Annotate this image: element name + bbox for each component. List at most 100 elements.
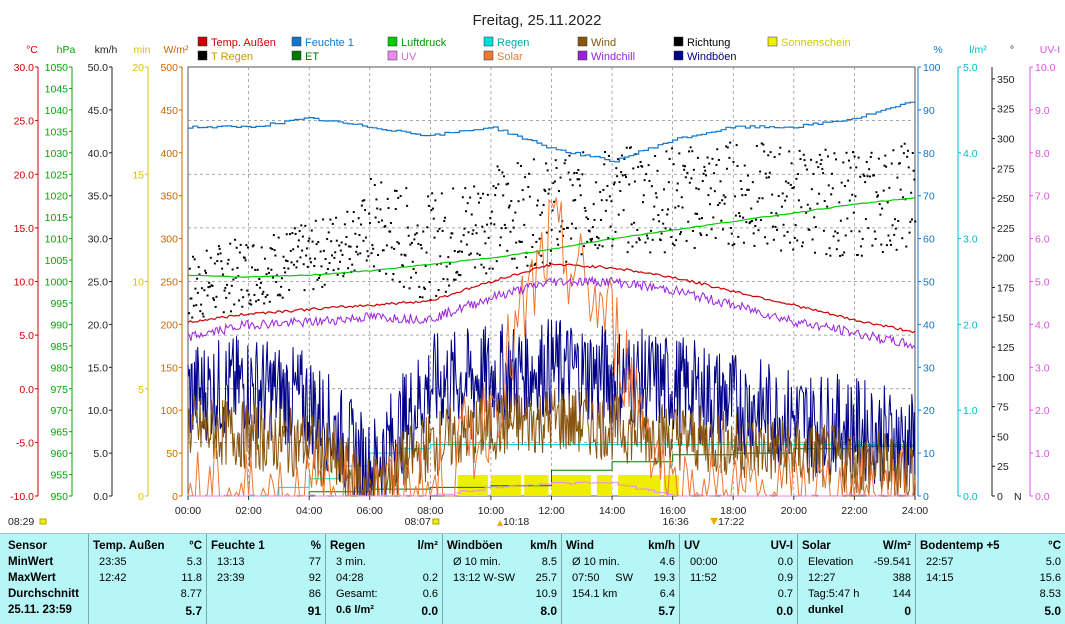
direction-dot bbox=[422, 230, 425, 233]
axis-tick-label: 10.0 bbox=[88, 405, 109, 417]
direction-dot bbox=[875, 191, 878, 194]
direction-dot bbox=[221, 267, 224, 270]
table-cell-row: 3 min. bbox=[330, 556, 438, 572]
direction-dot bbox=[882, 189, 885, 192]
direction-dot bbox=[759, 170, 762, 173]
x-tick-label: 04:00 bbox=[296, 505, 322, 517]
direction-dot bbox=[761, 197, 764, 200]
direction-dot bbox=[902, 152, 905, 155]
direction-dot bbox=[680, 196, 683, 199]
direction-dot bbox=[751, 219, 754, 222]
direction-dot bbox=[843, 185, 846, 188]
axis-tick-label: 4.0 bbox=[1035, 319, 1050, 331]
direction-dot bbox=[199, 310, 202, 313]
direction-dot bbox=[319, 250, 322, 253]
direction-dot bbox=[198, 273, 201, 276]
legend-label: Regen bbox=[497, 37, 529, 49]
direction-dot bbox=[307, 240, 310, 243]
axis-tick-label: 50 bbox=[923, 277, 935, 289]
direction-dot bbox=[402, 264, 405, 267]
direction-dot bbox=[203, 289, 206, 292]
direction-dot bbox=[200, 303, 203, 306]
left-axis-temp: °C -10.0 -5.0 0.0 5.0 10.0 15.0 20.0 25.0 30.0 bbox=[10, 44, 39, 503]
direction-dot bbox=[488, 267, 491, 270]
direction-dot bbox=[326, 238, 329, 241]
direction-dot bbox=[269, 247, 272, 250]
axis-tick-label: 960 bbox=[50, 448, 68, 460]
axis-tick-label: 30.0 bbox=[14, 62, 35, 74]
direction-dot bbox=[871, 244, 874, 247]
axis-tick-label: 0.0 bbox=[1035, 491, 1050, 503]
direction-dot bbox=[715, 163, 718, 166]
row-label-max: MaxWert bbox=[8, 572, 56, 584]
direction-dot bbox=[354, 232, 357, 235]
direction-dot bbox=[595, 181, 598, 184]
direction-dot bbox=[686, 171, 689, 174]
direction-dot bbox=[854, 195, 857, 198]
direction-dot bbox=[280, 285, 283, 288]
direction-dot bbox=[301, 235, 304, 238]
axis-tick-label: 250 bbox=[160, 277, 178, 289]
direction-dot bbox=[911, 151, 914, 154]
direction-dot bbox=[213, 298, 216, 301]
direction-dot bbox=[683, 165, 686, 168]
direction-dot bbox=[351, 220, 354, 223]
direction-dot bbox=[326, 268, 329, 271]
direction-dot bbox=[789, 183, 792, 186]
direction-dot bbox=[773, 156, 776, 159]
solar-max-icon bbox=[497, 520, 504, 526]
right-axis-deg: ° 0 25 50 75 100 125 150 175 200 225 250 275 300 325 35… bbox=[991, 44, 1022, 503]
direction-dot bbox=[242, 296, 245, 299]
direction-dot bbox=[746, 188, 749, 191]
direction-dot bbox=[188, 312, 190, 315]
direction-dot bbox=[532, 233, 535, 236]
axes-layer: °C -10.0 -5.0 0.0 5.0 10.0 15.0 20.0 25.0 30.0 hPa… bbox=[8, 44, 1060, 528]
legend-item: Richtung bbox=[673, 36, 730, 49]
axis-tick-label: 20 bbox=[923, 405, 935, 417]
direction-dot bbox=[893, 233, 896, 236]
direction-dot bbox=[570, 237, 573, 240]
direction-dot bbox=[430, 209, 433, 212]
direction-dot bbox=[809, 207, 812, 210]
cell-value: 0.6 bbox=[422, 588, 438, 600]
cell-label: 22:57 bbox=[926, 556, 954, 568]
direction-dot bbox=[211, 284, 214, 287]
direction-dot bbox=[404, 254, 407, 257]
direction-dot bbox=[196, 291, 199, 294]
direction-dot bbox=[612, 183, 615, 186]
direction-dot bbox=[560, 225, 563, 228]
direction-dot bbox=[432, 217, 435, 220]
direction-dot bbox=[592, 203, 595, 206]
cell-value: 0.0 bbox=[421, 604, 438, 618]
direction-dot bbox=[473, 185, 476, 188]
direction-dot bbox=[512, 226, 515, 229]
axis-tick-label: 980 bbox=[50, 362, 68, 374]
direction-dot bbox=[755, 218, 758, 221]
direction-dot bbox=[654, 155, 657, 158]
direction-dot bbox=[719, 180, 722, 183]
cell-label: 12:27 bbox=[808, 572, 836, 584]
direction-dot bbox=[718, 201, 721, 204]
cell-label: Gesamt: bbox=[336, 588, 378, 600]
direction-dot bbox=[743, 164, 746, 167]
direction-dot bbox=[353, 269, 356, 272]
cell-label: 154.1 km bbox=[572, 588, 618, 600]
direction-dot bbox=[545, 162, 548, 165]
direction-dot bbox=[365, 259, 368, 262]
cell-label: 23:35 bbox=[99, 556, 127, 568]
table-cell-row: 8.77 bbox=[93, 588, 202, 604]
direction-dot bbox=[621, 174, 624, 177]
direction-dot bbox=[285, 233, 288, 236]
legend-swatch bbox=[577, 36, 588, 47]
direction-dot bbox=[498, 169, 501, 172]
direction-dot bbox=[729, 141, 732, 144]
axis-tick-label: 3.0 bbox=[1035, 362, 1050, 374]
left-axis-hpa: hPa 950 955 960 965 970 975 980 985 990 995 1000 100… bbox=[45, 44, 76, 503]
direction-dot bbox=[393, 247, 396, 250]
direction-dot bbox=[569, 178, 572, 181]
direction-dot bbox=[532, 158, 535, 161]
direction-dot bbox=[474, 224, 477, 227]
direction-dot bbox=[767, 176, 770, 179]
direction-dot bbox=[329, 218, 332, 221]
legend-item: UV bbox=[387, 50, 417, 63]
